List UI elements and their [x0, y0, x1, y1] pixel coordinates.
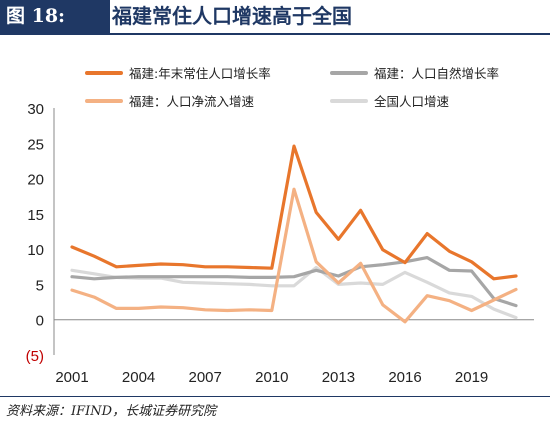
- x-tick-label: 2004: [122, 369, 155, 386]
- series-line: [70, 187, 518, 324]
- line-chart: (5) 0 5 10 15 20 25 30 2001 2004 2007 2010 2013 2016 2…: [26, 66, 534, 386]
- x-tick-label: 2019: [455, 369, 488, 386]
- x-tick-label: 2007: [189, 369, 222, 386]
- x-tick-label: 2016: [388, 369, 421, 386]
- y-tick-label: 20: [27, 172, 44, 189]
- series-line: [70, 265, 518, 320]
- footer-divider: [0, 396, 550, 397]
- legend-label: 福建：人口自然增长率: [374, 66, 499, 81]
- legend-label: 福建：人口净流入增速: [129, 94, 255, 109]
- series-line: [70, 144, 518, 281]
- y-tick-label: 5: [36, 277, 44, 294]
- y-tick-label: (5): [26, 348, 44, 365]
- x-tick-label: 2001: [55, 369, 88, 386]
- x-tick-label: 2013: [322, 369, 355, 386]
- y-tick-label: 30: [27, 101, 44, 118]
- figure-label: 图 18:: [0, 0, 110, 33]
- source-note: 资料来源：IFIND，长城证券研究院: [6, 404, 217, 419]
- legend-label: 福建:年末常住人口增长率: [129, 66, 271, 81]
- y-tick-label: 10: [27, 242, 44, 259]
- y-tick-label: 25: [27, 136, 44, 153]
- x-tick-label: 2010: [255, 369, 288, 386]
- legend-label: 全国人口增速: [374, 94, 450, 109]
- series-line: [70, 256, 518, 308]
- figure-title: 福建常住人口增速高于全国: [112, 4, 352, 28]
- header-divider: [0, 33, 550, 35]
- figure-header: 图 18: 福建常住人口增速高于全国: [0, 0, 550, 33]
- y-tick-label: 0: [36, 313, 44, 330]
- y-tick-label: 15: [27, 207, 44, 224]
